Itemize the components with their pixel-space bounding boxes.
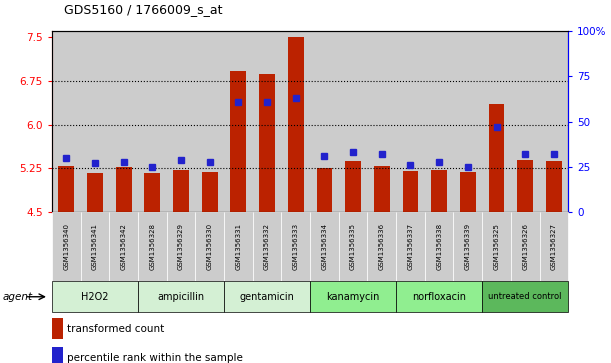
Text: GSM1356340: GSM1356340 <box>64 223 69 270</box>
Text: GSM1356332: GSM1356332 <box>264 223 270 270</box>
Text: GSM1356335: GSM1356335 <box>350 223 356 270</box>
Text: GSM1356333: GSM1356333 <box>293 223 299 270</box>
Bar <box>52 31 81 212</box>
Bar <box>431 170 447 212</box>
Text: GSM1356330: GSM1356330 <box>207 223 213 270</box>
Text: GSM1356341: GSM1356341 <box>92 223 98 270</box>
Text: GSM1356331: GSM1356331 <box>235 223 241 270</box>
Text: GSM1356325: GSM1356325 <box>494 223 500 270</box>
Bar <box>425 31 453 212</box>
Bar <box>230 71 246 212</box>
Bar <box>81 31 109 212</box>
Bar <box>489 104 505 212</box>
Text: norfloxacin: norfloxacin <box>412 292 466 302</box>
Text: GSM1356336: GSM1356336 <box>379 223 385 270</box>
Text: percentile rank within the sample: percentile rank within the sample <box>67 352 243 363</box>
Bar <box>367 31 396 212</box>
Bar <box>310 31 338 212</box>
Text: untreated control: untreated control <box>488 292 562 301</box>
Text: GSM1356334: GSM1356334 <box>321 223 327 270</box>
Bar <box>224 31 253 212</box>
Bar <box>253 31 282 212</box>
Bar <box>403 171 419 212</box>
Bar <box>259 74 275 212</box>
Bar <box>460 172 476 212</box>
Text: GSM1356328: GSM1356328 <box>149 223 155 270</box>
Bar <box>288 37 304 212</box>
Bar <box>518 160 533 212</box>
Bar <box>109 31 138 212</box>
Bar <box>511 31 540 212</box>
Bar <box>316 168 332 212</box>
Text: gentamicin: gentamicin <box>240 292 295 302</box>
Bar <box>138 31 167 212</box>
Text: GSM1356338: GSM1356338 <box>436 223 442 270</box>
Bar <box>546 162 562 212</box>
Bar <box>374 166 390 212</box>
Bar <box>59 166 74 212</box>
Text: kanamycin: kanamycin <box>326 292 380 302</box>
Bar <box>482 31 511 212</box>
Text: GSM1356342: GSM1356342 <box>120 223 126 270</box>
Text: H2O2: H2O2 <box>81 292 109 302</box>
Text: ampicillin: ampicillin <box>158 292 205 302</box>
Bar <box>196 31 224 212</box>
Text: GDS5160 / 1766009_s_at: GDS5160 / 1766009_s_at <box>64 3 222 16</box>
Text: transformed count: transformed count <box>67 323 164 334</box>
Bar <box>87 172 103 212</box>
Bar <box>115 167 131 212</box>
Bar <box>453 31 482 212</box>
Bar <box>338 31 367 212</box>
Text: GSM1356329: GSM1356329 <box>178 223 184 270</box>
Bar <box>540 31 568 212</box>
Bar <box>202 172 218 212</box>
Bar <box>282 31 310 212</box>
Bar <box>167 31 196 212</box>
Text: GSM1356339: GSM1356339 <box>465 223 471 270</box>
Text: GSM1356337: GSM1356337 <box>408 223 414 270</box>
Text: agent: agent <box>3 292 33 302</box>
Bar <box>144 173 160 212</box>
Text: GSM1356327: GSM1356327 <box>551 223 557 270</box>
Bar <box>345 162 361 212</box>
Text: GSM1356326: GSM1356326 <box>522 223 528 270</box>
Bar <box>396 31 425 212</box>
Bar <box>173 170 189 212</box>
